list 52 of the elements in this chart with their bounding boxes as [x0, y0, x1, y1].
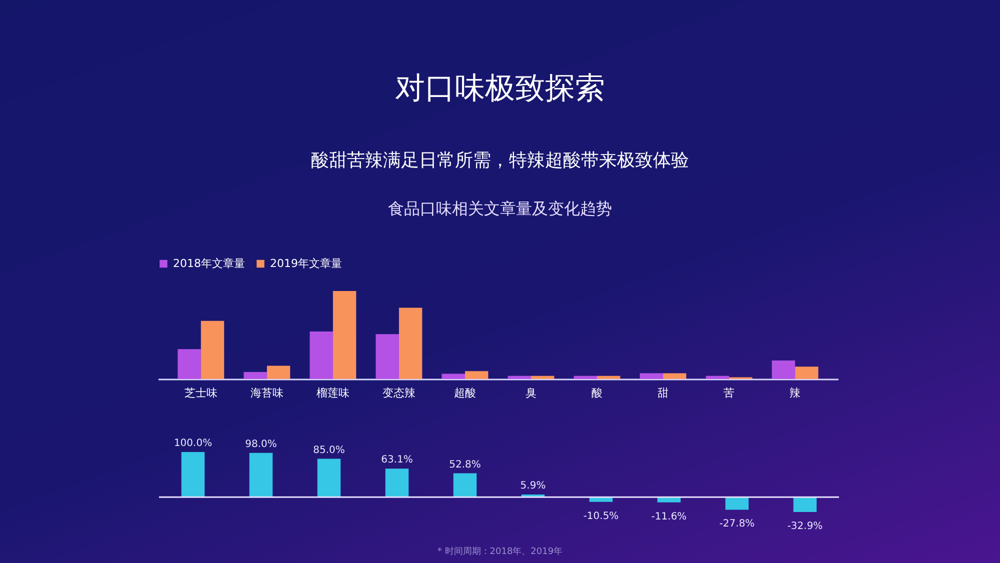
x-tick-label: 辣: [790, 386, 801, 400]
data-label: -27.8%: [719, 518, 755, 530]
bar: [508, 376, 532, 379]
bar: [181, 452, 205, 498]
bar: [249, 452, 273, 498]
x-tick-label: 苦: [724, 386, 735, 400]
text: 食品口味相关文章量及变化趋势: [387, 199, 613, 220]
bar: [317, 458, 341, 498]
data-label: 85.0%: [313, 444, 345, 456]
x-tick-label: 变态辣: [382, 386, 416, 400]
bar: [200, 320, 224, 379]
bar: [725, 497, 749, 510]
bar: [453, 473, 477, 498]
data-label: -10.5%: [583, 510, 619, 522]
bar: [385, 468, 409, 498]
bar: [332, 291, 356, 379]
bar: [398, 308, 422, 379]
bar: [266, 366, 290, 379]
chart-subtitle: 酸甜苦辣满足日常所需，特辣超酸带来极致体验: [310, 149, 690, 172]
x-tick-label: 海苔味: [250, 386, 284, 400]
bar: [376, 334, 399, 379]
x-tick-label: 臭: [526, 386, 537, 400]
bar: [442, 374, 465, 379]
bar: [244, 372, 267, 379]
bar: [640, 373, 664, 379]
bar: [310, 331, 333, 379]
data-label: -11.6%: [651, 511, 687, 522]
bar: [663, 373, 686, 379]
bar: [772, 360, 796, 379]
bar: [178, 349, 201, 379]
data-label: 98.0%: [245, 438, 277, 450]
data-label: 100.0%: [174, 438, 212, 449]
data-label: -32.9%: [787, 521, 823, 532]
x-tick-label: 芝士味: [184, 386, 218, 400]
data-label: 52.8%: [449, 459, 481, 470]
text: * 时间周期：2018年、2019年: [436, 546, 564, 558]
x-tick-label: 超酸: [454, 386, 476, 400]
legend-label: 2019年文章量: [270, 256, 342, 270]
bar: [795, 366, 818, 379]
bar: [574, 376, 598, 379]
data-label: 5.9%: [520, 480, 546, 492]
legend-label: 2018年文章量: [173, 256, 245, 270]
bar: [706, 376, 730, 379]
chart-title: 对口味极致探索: [394, 70, 606, 108]
bar: [464, 371, 488, 379]
x-tick-label: 榴莲味: [316, 386, 350, 400]
data-label: 63.1%: [381, 454, 413, 466]
x-tick-label: 甜: [658, 386, 669, 400]
bar: [531, 376, 554, 379]
bar: [597, 376, 620, 379]
x-tick-label: 酸: [592, 386, 603, 400]
bar: [793, 497, 817, 512]
